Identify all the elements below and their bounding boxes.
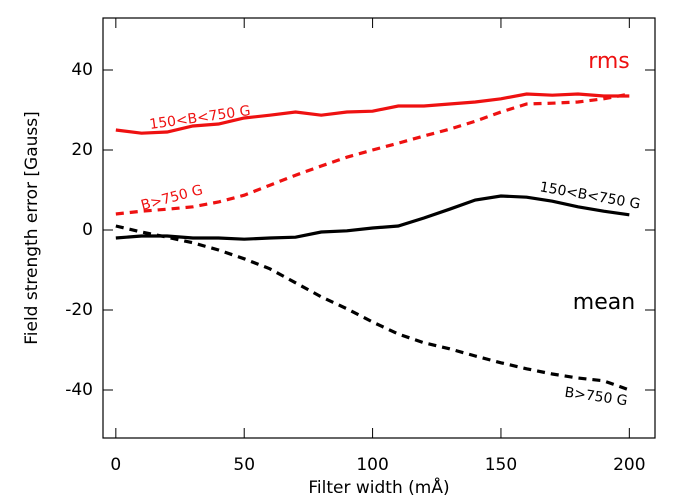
plot-frame: [102, 17, 656, 439]
y-tick-label: -40: [65, 380, 93, 400]
series-label: 150<B<750 G: [148, 103, 251, 133]
y-tick-label: 0: [82, 220, 93, 240]
x-tick-label: 50: [233, 455, 255, 475]
x-tick-label: 100: [356, 455, 388, 475]
x-tick-label: 150: [485, 455, 517, 475]
y-tick-label: 20: [71, 140, 93, 160]
series-line: [115, 224, 630, 392]
x-tick-label: 200: [613, 455, 645, 475]
y-tick-label: -20: [65, 300, 93, 320]
series-line: [115, 194, 630, 241]
x-axis-label: Filter width (mÅ): [308, 476, 449, 498]
series-line: [115, 92, 630, 135]
y-axis-label: Field strength error [Gauss]: [22, 111, 42, 345]
group-label: mean: [573, 290, 635, 315]
y-tick-label: 40: [71, 60, 93, 80]
series-line: [115, 92, 630, 216]
x-tick-label: 0: [110, 455, 121, 475]
group-label: rms: [588, 49, 630, 74]
series-label: B>750 G: [564, 385, 629, 410]
